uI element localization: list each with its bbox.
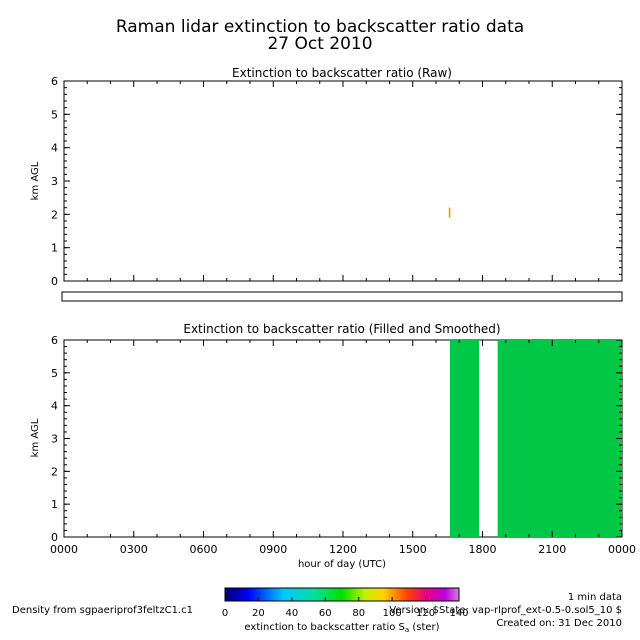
raw-y-tick-label: 3 <box>51 175 58 188</box>
colorbar-tick-label: 40 <box>285 608 298 619</box>
raw-y-tick-label: 1 <box>51 242 58 255</box>
raw-y-axis: 0 1 2 3 4 5 6 <box>51 75 622 288</box>
colorbar: 0 20 40 60 80 100 120 140 extinction to backsca… <box>222 587 469 634</box>
filled-x-axis: 0000 0300 0600 0900 1200 1500 1800 2100 0000 <box>50 340 636 556</box>
x-tick-label: 1800 <box>469 543 497 556</box>
filled-y-tick-label: 1 <box>51 498 58 511</box>
x-tick-label: 0600 <box>190 543 218 556</box>
raw-colorbar-strip <box>61 291 623 302</box>
main-title: Raman lidar extinction to backscatter ra… <box>116 17 524 37</box>
filled-y-tick-label: 0 <box>51 531 58 544</box>
raw-y-tick-label: 2 <box>51 208 58 221</box>
filled-panel-title: Extinction to backscatter ratio (Filled … <box>183 322 500 336</box>
raw-y-tick-label: 5 <box>51 108 58 121</box>
filled-panel: Extinction to backscatter ratio (Filled … <box>30 322 636 570</box>
filled-y-axis-label: km AGL <box>30 418 41 457</box>
filled-data-cell <box>497 340 622 537</box>
colorbar-tick-label: 60 <box>319 608 332 619</box>
raw-y-tick-label: 6 <box>51 75 58 88</box>
colorbar-tick-label: 0 <box>222 608 228 619</box>
colorbar-tick-label: 20 <box>252 608 265 619</box>
x-tick-label: 0300 <box>120 543 148 556</box>
raw-y-tick-label: 0 <box>51 275 58 288</box>
colorbar-ticks: 0 20 40 60 80 100 120 140 <box>222 597 469 619</box>
filled-y-tick-label: 6 <box>51 334 58 347</box>
filled-y-tick-label: 2 <box>51 465 58 478</box>
version-note: Version: $State: vap-rlprof_ext-0.5-0.so… <box>389 605 622 616</box>
colorbar-label: extinction to backscatter ratio Sa (ster… <box>244 622 439 634</box>
raw-panel: Extinction to backscatter ratio (Raw) 0 1… <box>30 66 623 288</box>
raw-data-cells <box>448 207 451 218</box>
filled-data-cells <box>449 340 622 537</box>
colorbar-tick-label: 140 <box>449 608 468 619</box>
filled-y-tick-label: 4 <box>51 400 58 413</box>
raw-plot-frame <box>63 80 623 282</box>
filled-data-cell <box>449 340 480 537</box>
colorbar-tick-label: 120 <box>416 608 435 619</box>
colorbar-gradient <box>224 587 460 602</box>
raw-panel-title: Extinction to backscatter ratio (Raw) <box>232 66 452 80</box>
created-note: Created on: 31 Dec 2010 <box>496 618 622 629</box>
x-axis-label: hour of day (UTC) <box>298 559 386 570</box>
main-date: 27 Oct 2010 <box>267 34 372 54</box>
x-tick-label: 0900 <box>259 543 287 556</box>
raw-y-tick-label: 4 <box>51 142 58 155</box>
colorbar-tick-label: 80 <box>352 608 365 619</box>
x-tick-label: 2100 <box>538 543 566 556</box>
raw-y-axis-label: km AGL <box>30 161 41 200</box>
x-tick-label: 1200 <box>329 543 357 556</box>
source-note: Density from sgpaeriprof3feltzC1.c1 <box>12 605 193 616</box>
x-tick-label: 0000 <box>50 543 78 556</box>
raw-data-cell <box>448 207 451 218</box>
colorbar-tick-label: 100 <box>383 608 402 619</box>
raw-x-axis <box>63 81 623 281</box>
x-tick-label: 1500 <box>399 543 427 556</box>
filled-y-tick-label: 3 <box>51 433 58 446</box>
filled-y-axis: 0 1 2 3 4 5 6 <box>51 334 622 544</box>
filled-y-tick-label: 5 <box>51 367 58 380</box>
resolution-note: 1 min data <box>568 592 622 603</box>
x-tick-label: 0000 <box>608 543 636 556</box>
